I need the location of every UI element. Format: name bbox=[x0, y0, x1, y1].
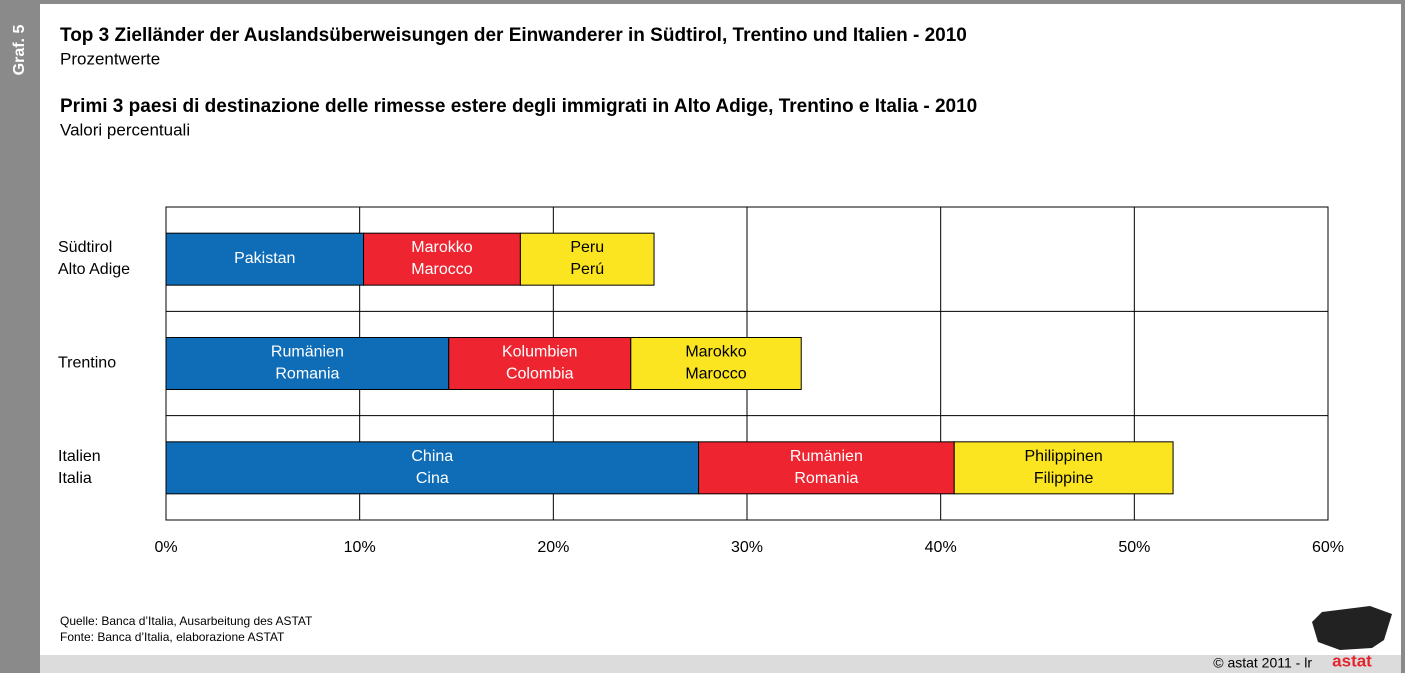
segment-label: Marokko Marocco bbox=[411, 239, 472, 278]
segment-label-line: Perú bbox=[570, 261, 604, 278]
segment-label: Kolumbien Colombia bbox=[502, 344, 578, 383]
graf-label: Graf. 5 bbox=[11, 25, 28, 76]
x-tick-label: 40% bbox=[925, 539, 957, 556]
segment-label: Pakistan bbox=[234, 250, 295, 267]
title: Primi 3 paesi di destinazione delle rime… bbox=[60, 96, 977, 117]
subtitle: Valori percentuali bbox=[60, 120, 190, 139]
segment-label: Peru Perú bbox=[570, 239, 604, 278]
segment-label: Marokko Marocco bbox=[685, 344, 746, 383]
segment-label-line: Philippinen bbox=[1025, 448, 1103, 465]
segment-label-line: China bbox=[411, 448, 453, 465]
bar-segment bbox=[165, 232, 365, 286]
y-tick-label-line: Trentino bbox=[58, 355, 116, 372]
source: Fonte: Banca d’Italia, elaborazione ASTA… bbox=[60, 630, 285, 644]
segment-label-line: Filippine bbox=[1034, 470, 1094, 487]
logo-text: astat bbox=[1332, 651, 1372, 670]
bar-segment bbox=[698, 441, 955, 495]
y-tick-label: Italien Italia bbox=[58, 448, 101, 487]
copyright: © astat 2011 - lr bbox=[1213, 655, 1312, 671]
bar-segment bbox=[363, 232, 521, 286]
bar-segment bbox=[165, 337, 450, 390]
segment-label-line: Kolumbien bbox=[502, 344, 578, 361]
title: Top 3 Zielländer der Auslandsüberweisung… bbox=[60, 25, 967, 46]
segment-label-line: Cina bbox=[416, 470, 449, 487]
bar-segment bbox=[519, 232, 655, 286]
x-tick-label: 50% bbox=[1118, 539, 1150, 556]
segment-label-line: Romania bbox=[275, 366, 339, 383]
x-tick-label: 0% bbox=[154, 539, 177, 556]
y-tick-label-line: Alto Adige bbox=[58, 261, 130, 278]
segment-label-line: Pakistan bbox=[234, 250, 295, 267]
y-tick-label-line: Südtirol bbox=[58, 239, 112, 256]
y-tick-label-line: Italia bbox=[58, 470, 92, 487]
bar-segment bbox=[953, 441, 1174, 495]
logo-icon bbox=[1312, 606, 1392, 650]
segment-label: Rumänien Romania bbox=[790, 448, 863, 487]
y-tick-label: Südtirol Alto Adige bbox=[58, 239, 130, 278]
segment-label: Rumänien Romania bbox=[271, 344, 344, 383]
segment-label-line: Rumänien bbox=[790, 448, 863, 465]
footer-strip bbox=[40, 655, 1401, 673]
y-tick-label-line: Italien bbox=[58, 448, 101, 465]
segment-label-line: Peru bbox=[570, 239, 604, 256]
segment-label-line: Rumänien bbox=[271, 344, 344, 361]
segment-label-line: Romania bbox=[794, 470, 858, 487]
bar-segment bbox=[165, 441, 700, 495]
segment-label: China Cina bbox=[411, 448, 453, 487]
segment-label: Philippinen Filippine bbox=[1025, 448, 1103, 487]
segment-label-line: Marocco bbox=[685, 366, 746, 383]
source: Quelle: Banca d’Italia, Ausarbeitung des… bbox=[60, 614, 313, 628]
segment-label-line: Marocco bbox=[411, 261, 472, 278]
x-tick-label: 20% bbox=[537, 539, 569, 556]
x-tick-label: 60% bbox=[1312, 539, 1344, 556]
segment-label-line: Marokko bbox=[685, 344, 746, 361]
bar-segment bbox=[630, 337, 802, 390]
x-tick-label: 10% bbox=[344, 539, 376, 556]
segment-label-line: Marokko bbox=[411, 239, 472, 256]
subtitle: Prozentwerte bbox=[60, 49, 160, 68]
x-tick-label: 30% bbox=[731, 539, 763, 556]
segment-label-line: Colombia bbox=[506, 366, 574, 383]
bar-segment bbox=[448, 337, 632, 390]
y-tick-label: Trentino bbox=[58, 355, 116, 372]
